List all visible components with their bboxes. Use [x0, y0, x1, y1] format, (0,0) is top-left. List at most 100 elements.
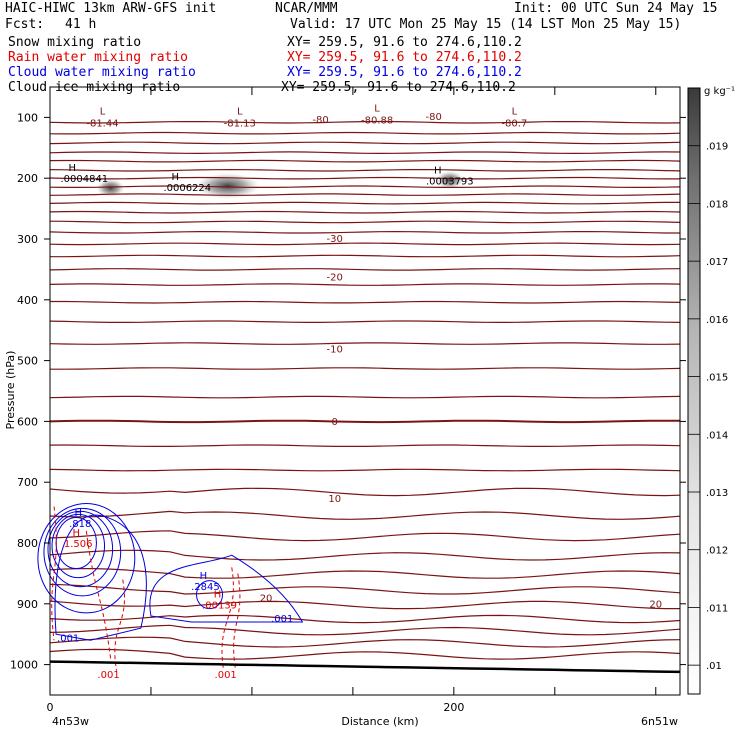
cloud-water-outer-contour: [54, 514, 147, 641]
temperature-contour-line: [49, 193, 681, 196]
left-endpoint-label: 4n53w: [52, 715, 89, 728]
x-tick-label: 0: [47, 701, 54, 714]
high-symbol: H: [200, 571, 208, 582]
low-value: -81.13: [224, 118, 256, 129]
y-tick-label: 200: [17, 172, 38, 185]
high-symbol: H: [72, 528, 80, 539]
terrain-line-path: [49, 660, 681, 674]
org-label: NCAR/MMM: [275, 1, 338, 16]
y-tick-label: 500: [17, 355, 38, 368]
colorbar-tick-label: .018: [706, 199, 728, 210]
temperature-contour-line: [49, 220, 681, 224]
temperature-contour-line: [49, 600, 680, 610]
field-rain-xy: XY= 259.5, 91.6 to 274.6,110.2: [287, 50, 522, 65]
temperature-contour-line: [49, 210, 681, 214]
cloud-water-contour: [43, 507, 122, 597]
temperature-contour-line: [49, 268, 681, 271]
rain-water-label: .001: [215, 670, 237, 681]
temperature-contour-line: [49, 568, 681, 579]
high-symbol: H: [214, 589, 222, 600]
temperature-label: 20: [260, 593, 273, 604]
temperature-contour-line: [49, 648, 681, 660]
temperature-contour-line: [49, 141, 681, 145]
snow-high-value: .0003793: [426, 177, 474, 188]
snow-shade-blob: [195, 173, 260, 199]
temperature-contours: [49, 120, 681, 660]
high-symbol: H: [69, 163, 77, 174]
temperature-label: -30: [327, 234, 343, 245]
temperature-label: -80: [425, 112, 441, 123]
temperature-label: 20: [649, 599, 662, 610]
temperature-contour-line: [49, 614, 681, 624]
colorbar-tick-label: .015: [706, 373, 728, 384]
rain-water-label: .001: [97, 670, 119, 681]
temperature-contour-line: [49, 320, 681, 324]
colorbar-tick-label: .014: [706, 430, 728, 441]
temperature-contour-line: [49, 395, 681, 399]
x-axis-title: Distance (km): [341, 715, 418, 728]
low-symbol: L: [237, 106, 243, 117]
temperature-contour-line: [49, 444, 681, 447]
rain-water-contour: [233, 573, 241, 671]
cloud-water-high-value: .818: [69, 519, 91, 530]
temperature-label: -20: [327, 272, 343, 283]
temperature-contour-line: [49, 176, 680, 180]
y-tick-label: 100: [17, 111, 38, 124]
colorbar: .01 .011 .012 .013 .014 .015 .016 .017 .018 .019 g…: [687, 86, 735, 695]
low-symbol: L: [374, 103, 380, 114]
high-symbol: H: [434, 166, 442, 177]
snow-shade-blob: [96, 179, 125, 197]
temperature-contour-line: [49, 583, 681, 595]
rain-water-high-value: .00139: [202, 600, 237, 611]
y-tick-label: 600: [17, 415, 38, 428]
temperature-contour-line: [49, 487, 681, 497]
temperature-contour-line: [49, 230, 680, 234]
plot-frame: [44, 86, 686, 696]
x-tick-label: 200: [443, 701, 464, 714]
y-axis-title: Pressure (hPa): [4, 351, 17, 430]
low-value: -80.7: [501, 118, 527, 129]
cloud-water-high-value: .2845: [191, 582, 220, 593]
temperature-contour-line: [49, 185, 681, 188]
temperature-contour-line: [50, 367, 681, 370]
field-rain-name: Rain water mixing ratio: [8, 50, 189, 65]
y-tick-label: 900: [17, 598, 38, 611]
colorbar-tick-label: .011: [706, 603, 728, 614]
fcst-label: Fcst:: [5, 17, 45, 32]
colorbar-unit: g kg⁻¹: [704, 86, 735, 97]
y-tick-label: 1000: [10, 659, 38, 672]
snow-high-value: .0006224: [163, 183, 211, 194]
temperature-contour-line: [49, 168, 681, 172]
low-value: -80.88: [361, 115, 393, 126]
y-tick-label: 700: [17, 476, 38, 489]
cloud-water-second-contour: [149, 554, 304, 623]
temperature-label: 10: [328, 494, 341, 505]
temperature-contour-line: [49, 201, 680, 205]
temperature-contour-line: [49, 468, 681, 472]
colorbar-tick-label: .013: [706, 488, 728, 499]
colorbar-rect: [687, 87, 701, 695]
temperature-contour-line: [49, 151, 681, 155]
field-snow-name: Snow mixing ratio: [8, 35, 142, 50]
y-tick-label: 400: [17, 294, 38, 307]
snow-shading-layer: [96, 171, 464, 199]
high-symbol: H: [74, 508, 82, 519]
contour-labels: -80 -80-30-20-100102020L-81.44L-81.13L-80…: [57, 103, 662, 681]
temperature-contour-line: [49, 419, 681, 424]
cloud-water-contours: [37, 502, 304, 641]
model-title: HAIC-HIWC 13km ARW-GFS init: [5, 1, 217, 16]
snow-high-value: .0004841: [60, 174, 108, 185]
temperature-contour-line: [49, 120, 681, 124]
temperature-contour-line: [49, 530, 681, 542]
colorbar-tick-label: .017: [706, 257, 728, 268]
y-tick-label: 800: [17, 537, 38, 550]
axis-labels: 100 200 300 400 500 600 700 800 900 1000 0 200 Dista…: [4, 111, 678, 728]
temperature-contour-line: [50, 254, 681, 258]
init-time: Init: 00 UTC Sun 24 May 15: [514, 1, 718, 16]
temperature-contour-line: [49, 624, 681, 636]
cloud-water-contour: [51, 513, 106, 579]
field-cloudwater-name: Cloud water mixing ratio: [8, 65, 196, 80]
y-tick-label: 300: [17, 233, 38, 246]
low-symbol: L: [100, 106, 106, 117]
cloud-water-label: .001: [57, 633, 79, 644]
